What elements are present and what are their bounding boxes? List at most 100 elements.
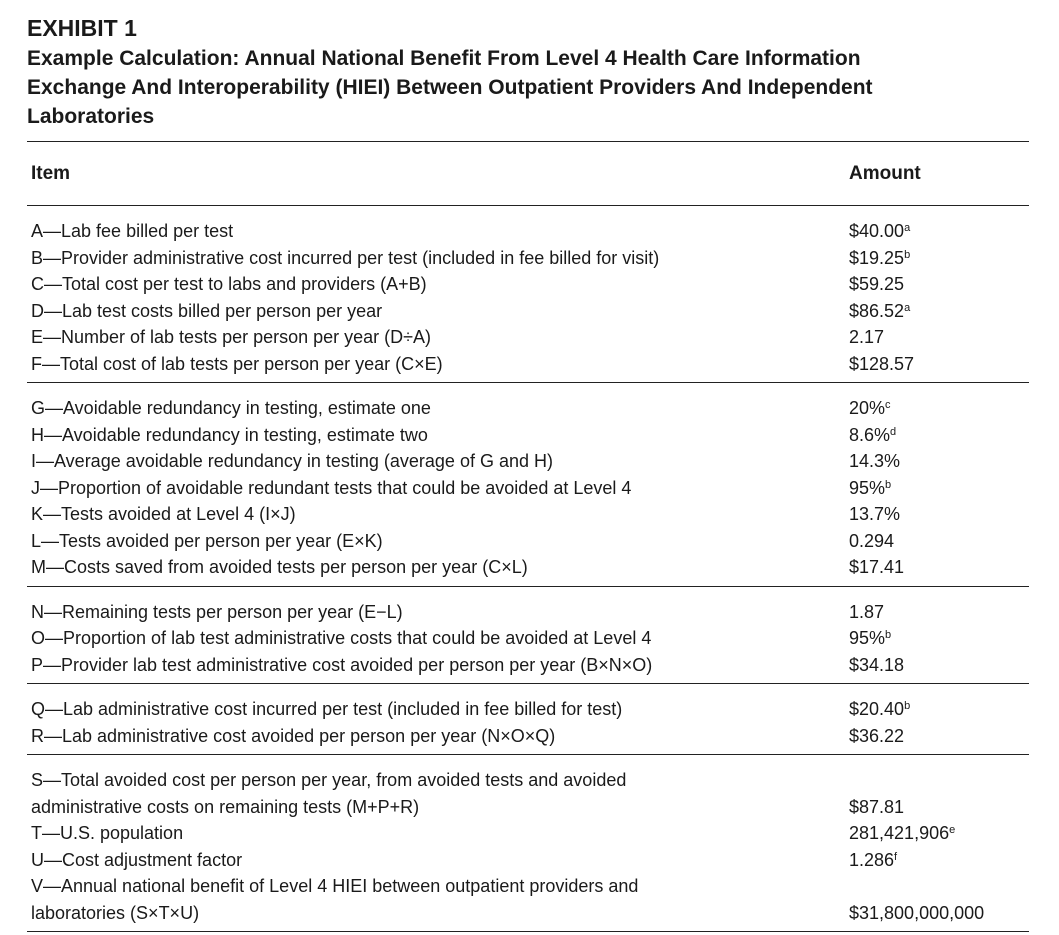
item-text: G—Avoidable redundancy in testing, estim…: [31, 398, 431, 418]
item-text: N—Remaining tests per person per year (E…: [31, 601, 403, 622]
table-row: N—Remaining tests per person per year (E…: [27, 599, 1029, 626]
exhibit-title-line: Example Calculation: Annual National Ben…: [27, 47, 861, 70]
amount-cell: 281,421,906e: [843, 820, 1029, 847]
amount-value: 95%: [849, 628, 886, 648]
exhibit-title-line: Laboratories: [27, 105, 155, 128]
item-cell: R—Lab administrative cost avoided per pe…: [27, 723, 843, 750]
item-text: S—Total avoided cost per person per year…: [31, 770, 627, 790]
item-cell: F—Total cost of lab tests per person per…: [27, 351, 843, 378]
item-text: C—Total cost per test to labs and provid…: [31, 274, 427, 294]
footnote-marker: b: [904, 248, 911, 261]
footnote-marker: a: [904, 301, 911, 314]
table-top-rule: [27, 141, 1029, 142]
item-text-continued: laboratories (S×T×U): [31, 902, 200, 923]
item-cell: A—Lab fee billed per test: [27, 218, 843, 245]
footnote-marker: d: [890, 425, 897, 438]
item-cell: J—Proportion of avoidable redundant test…: [27, 475, 843, 502]
amount-cell: $19.25b: [843, 245, 1029, 272]
exhibit: EXHIBIT 1 Example Calculation: Annual Na…: [27, 14, 1029, 932]
amount-cell: $31,800,000,000: [843, 873, 1029, 926]
amount-cell: $36.22: [843, 723, 1029, 750]
amount-cell: $20.40b: [843, 696, 1029, 723]
table-row: I—Average avoidable redundancy in testin…: [27, 448, 1029, 475]
item-text: P—Provider lab test administrative cost …: [31, 654, 653, 675]
amount-value: $20.40: [849, 699, 905, 719]
amount-value: 1.286: [849, 849, 895, 870]
amount-cell: 13.7%: [843, 501, 1029, 528]
footnote-marker: a: [904, 222, 911, 234]
item-cell: O—Proportion of lab test administrative …: [27, 625, 843, 652]
item-text: H—Avoidable redundancy in testing, estim…: [31, 424, 428, 445]
item-text: R—Lab administrative cost avoided per pe…: [31, 725, 556, 746]
amount-value: 13.7%: [849, 504, 901, 524]
item-cell: S—Total avoided cost per person per year…: [27, 767, 843, 820]
amount-cell: 1.286f: [843, 847, 1029, 874]
amount-cell: $87.81: [843, 767, 1029, 820]
table-row: P—Provider lab test administrative cost …: [27, 652, 1029, 679]
item-text: L—Tests avoided per person per year (E×K…: [31, 530, 383, 551]
table-row: T—U.S. population 281,421,906e: [27, 820, 1029, 847]
item-cell: D—Lab test costs billed per person per y…: [27, 298, 843, 325]
item-cell: B—Provider administrative cost incurred …: [27, 245, 843, 272]
amount-value: $36.22: [849, 725, 905, 746]
item-cell: L—Tests avoided per person per year (E×K…: [27, 528, 843, 555]
amount-value: 95%: [849, 477, 886, 498]
amount-value: $86.52: [849, 300, 905, 321]
table-row: V—Annual national benefit of Level 4 HIE…: [27, 873, 1029, 926]
amount-cell: $34.18: [843, 652, 1029, 679]
table-header-row: Item Amount: [27, 142, 1029, 206]
amount-value: $87.81: [849, 796, 905, 817]
item-text: M—Costs saved from avoided tests per per…: [31, 557, 528, 577]
table-body: A—Lab fee billed per test $40.00a B—Provid…: [27, 206, 1029, 932]
item-text: Q—Lab administrative cost incurred per t…: [31, 699, 623, 719]
footnote-marker: e: [949, 824, 956, 836]
item-text: T—U.S. population: [31, 823, 184, 843]
header-amount: Amount: [849, 162, 921, 184]
table-group: S—Total avoided cost per person per year…: [27, 755, 1029, 932]
item-text: J—Proportion of avoidable redundant test…: [31, 477, 632, 498]
amount-cell: 14.3%: [843, 448, 1029, 475]
item-cell: U—Cost adjustment factor: [27, 847, 843, 874]
footnote-marker: b: [885, 478, 892, 491]
item-cell: G—Avoidable redundancy in testing, estim…: [27, 395, 843, 422]
item-cell: M—Costs saved from avoided tests per per…: [27, 554, 843, 581]
item-cell: Q—Lab administrative cost incurred per t…: [27, 696, 843, 723]
table-row: C—Total cost per test to labs and provid…: [27, 271, 1029, 298]
amount-cell: $40.00a: [843, 218, 1029, 245]
footnote-marker: b: [885, 629, 892, 641]
amount-cell: 8.6%d: [843, 422, 1029, 449]
item-text: A—Lab fee billed per test: [31, 221, 234, 241]
amount-value: $19.25: [849, 247, 905, 268]
item-text: F—Total cost of lab tests per person per…: [31, 353, 443, 374]
amount-cell: 0.294: [843, 528, 1029, 555]
table-row: G—Avoidable redundancy in testing, estim…: [27, 395, 1029, 422]
amount-value: 281,421,906: [849, 823, 950, 843]
amount-value: 0.294: [849, 530, 895, 551]
table-group: N—Remaining tests per person per year (E…: [27, 587, 1029, 684]
exhibit-label: EXHIBIT 1: [27, 15, 137, 41]
table-row: J—Proportion of avoidable redundant test…: [27, 475, 1029, 502]
header-item: Item: [31, 162, 71, 184]
item-text: V—Annual national benefit of Level 4 HIE…: [31, 876, 639, 896]
item-cell: H—Avoidable redundancy in testing, estim…: [27, 422, 843, 449]
table-row: H—Avoidable redundancy in testing, estim…: [27, 422, 1029, 449]
table-row: M—Costs saved from avoided tests per per…: [27, 554, 1029, 581]
amount-cell: 1.87: [843, 599, 1029, 626]
amount-cell: $17.41: [843, 554, 1029, 581]
amount-value: 1.87: [849, 601, 885, 622]
item-cell: I—Average avoidable redundancy in testin…: [27, 448, 843, 475]
table-row: A—Lab fee billed per test $40.00a: [27, 218, 1029, 245]
table-row: U—Cost adjustment factor 1.286f: [27, 847, 1029, 874]
table-row: O—Proportion of lab test administrative …: [27, 625, 1029, 652]
amount-value: $17.41: [849, 557, 905, 577]
amount-value: $31,800,000,000: [849, 902, 985, 923]
amount-cell: 2.17: [843, 324, 1029, 351]
item-cell: E—Number of lab tests per person per yea…: [27, 324, 843, 351]
table-row: L—Tests avoided per person per year (E×K…: [27, 528, 1029, 555]
item-text: E—Number of lab tests per person per yea…: [31, 327, 432, 347]
item-text: I—Average avoidable redundancy in testin…: [31, 451, 553, 471]
amount-cell: $128.57: [843, 351, 1029, 378]
table-group: A—Lab fee billed per test $40.00a B—Provid…: [27, 206, 1029, 383]
item-text: K—Tests avoided at Level 4 (I×J): [31, 504, 296, 524]
item-text-continued: administrative costs on remaining tests …: [31, 796, 420, 817]
